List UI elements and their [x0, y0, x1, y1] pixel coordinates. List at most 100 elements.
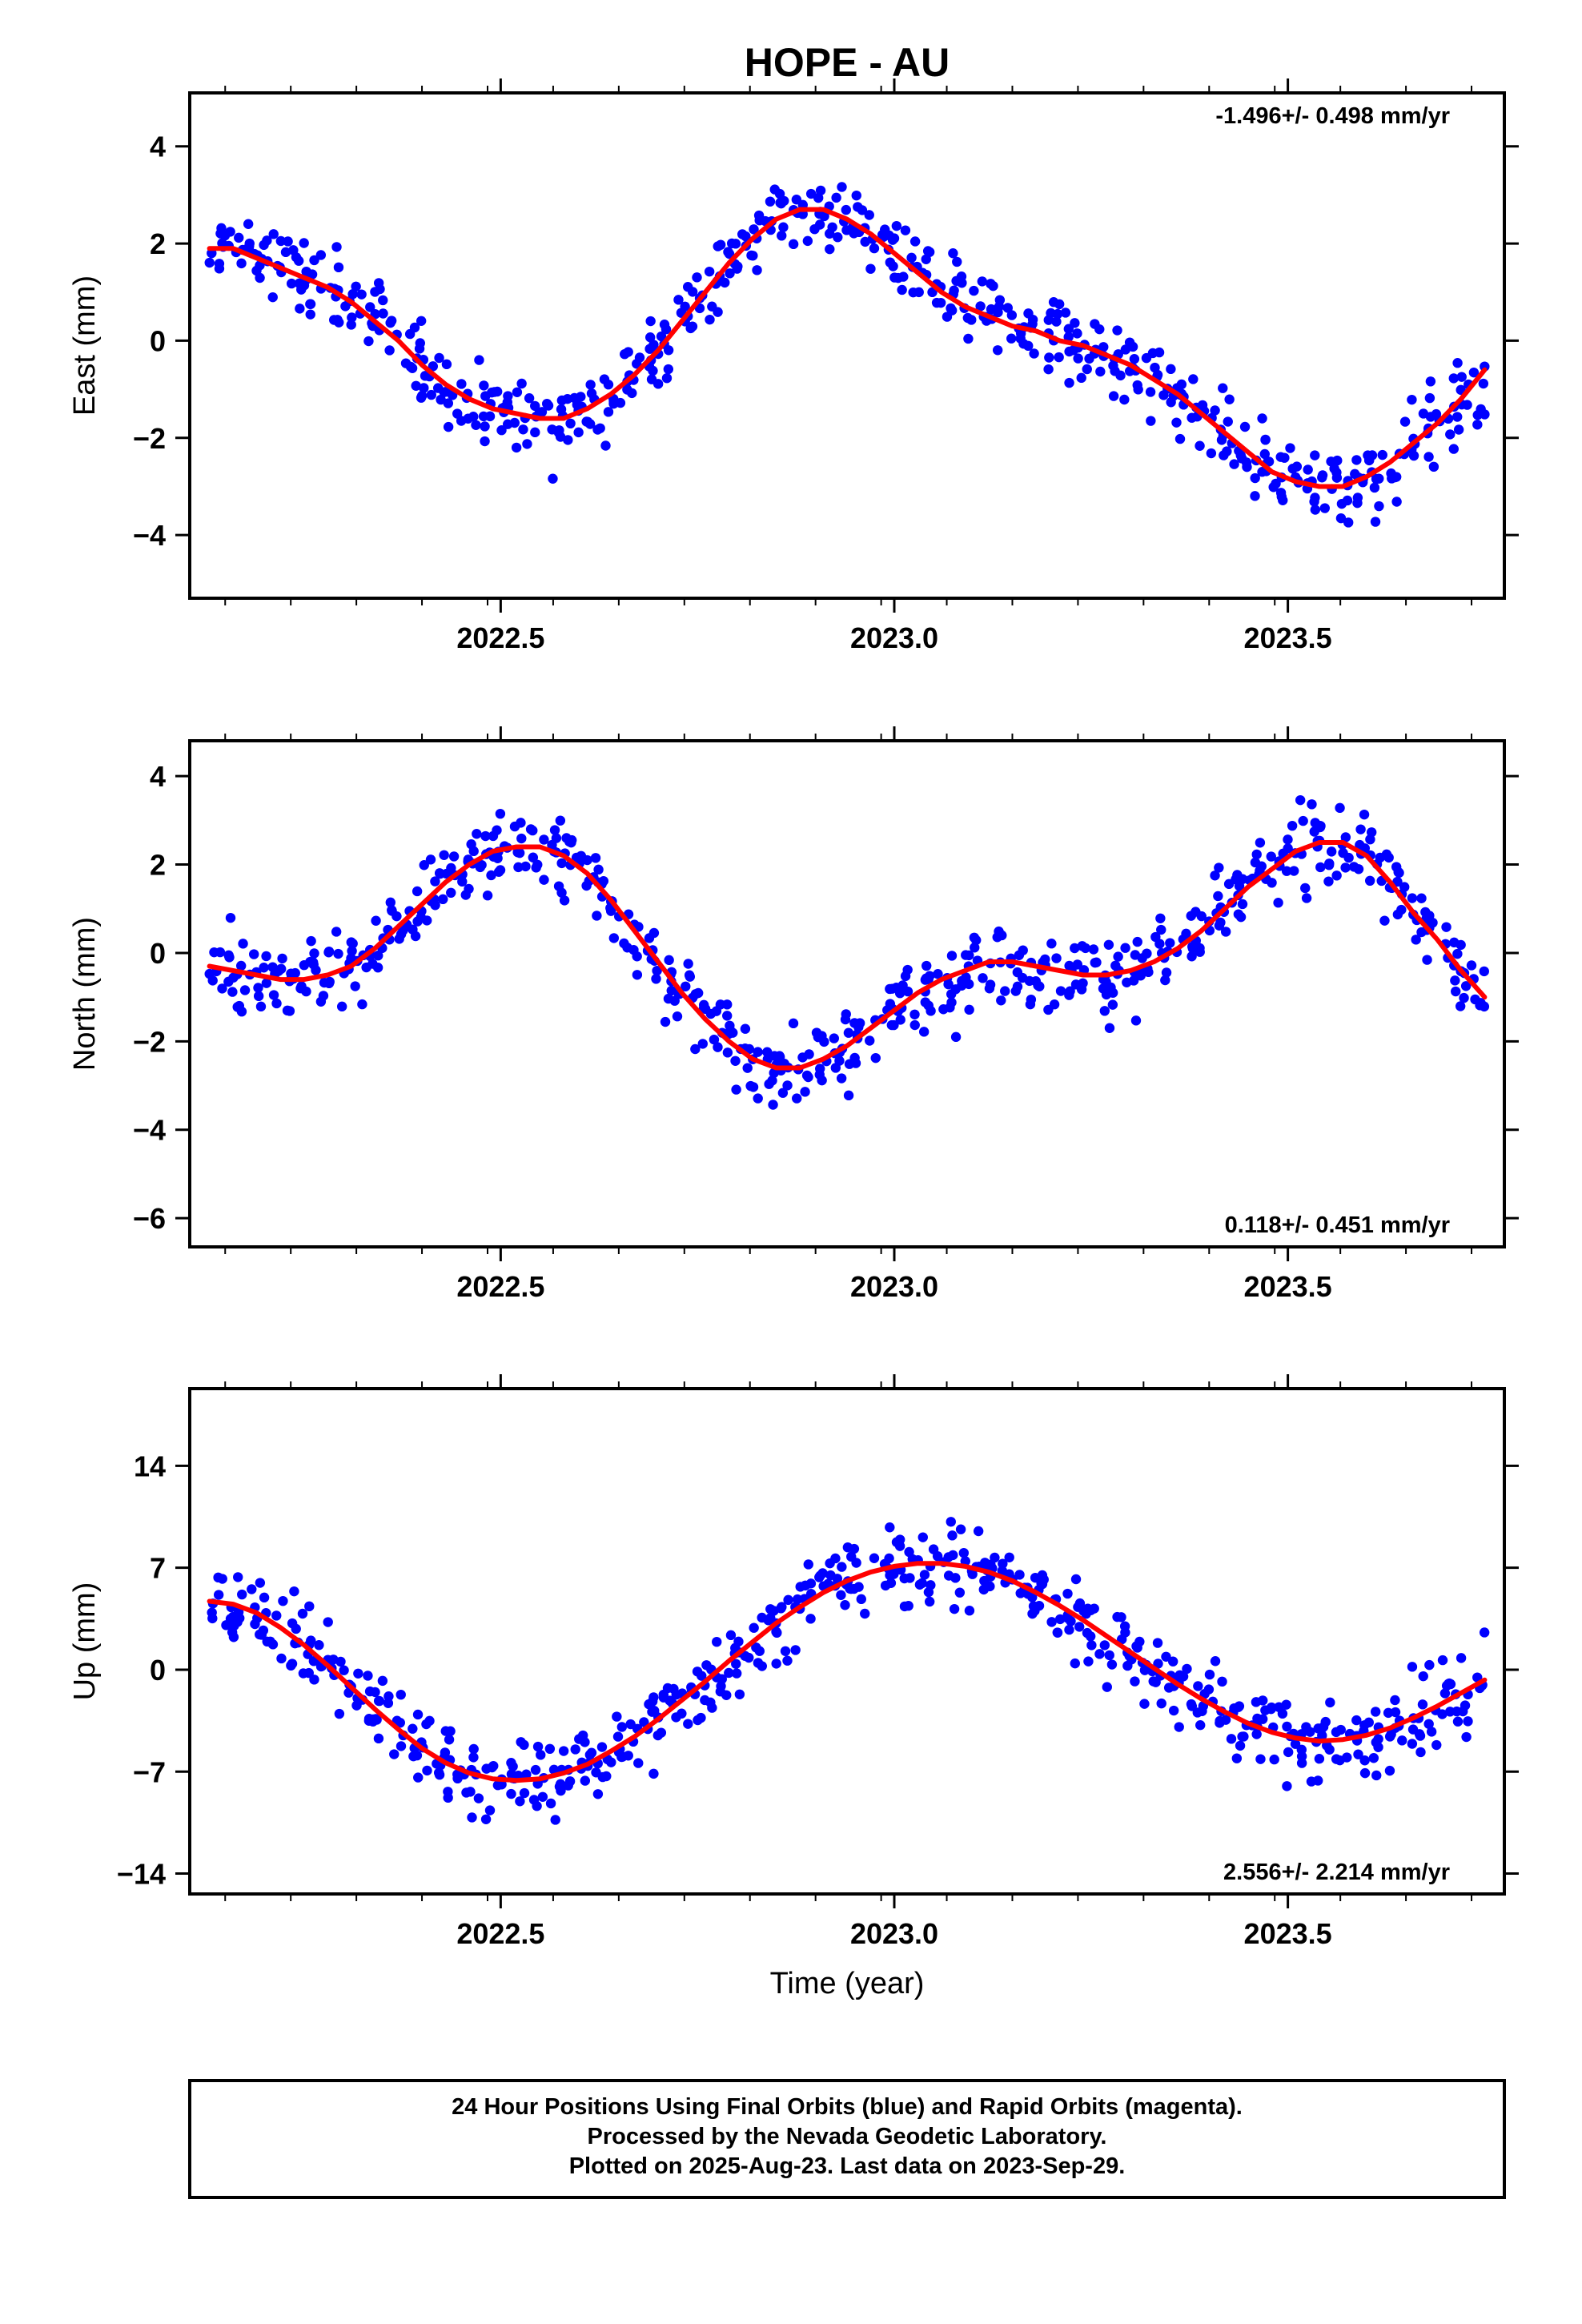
data-point	[422, 915, 432, 926]
data-point	[749, 224, 759, 235]
data-point	[465, 1787, 476, 1797]
data-point	[408, 924, 418, 935]
data-point	[1323, 876, 1334, 887]
data-point	[511, 442, 522, 453]
data-point	[419, 383, 429, 393]
data-point	[663, 364, 674, 375]
data-point	[737, 229, 748, 239]
data-point	[223, 950, 234, 961]
data-point	[1276, 492, 1287, 502]
data-point	[550, 1815, 560, 1825]
data-point	[752, 265, 762, 275]
data-point	[370, 287, 380, 297]
data-point	[480, 830, 491, 842]
data-point	[412, 1750, 423, 1761]
data-point	[363, 336, 374, 347]
data-point	[445, 1726, 456, 1736]
data-point	[420, 371, 431, 381]
data-point	[865, 263, 876, 274]
data-point	[1257, 1714, 1268, 1724]
data-point	[950, 1573, 961, 1583]
y-tick-label: 14	[134, 1449, 166, 1482]
data-point	[632, 359, 642, 369]
data-point	[909, 1009, 920, 1020]
data-point	[544, 1743, 556, 1755]
data-point	[536, 407, 548, 417]
data-point	[428, 361, 439, 372]
data-point	[1043, 315, 1054, 325]
data-point	[1452, 358, 1463, 368]
data-point	[1014, 1570, 1025, 1580]
data-point	[992, 345, 1003, 356]
data-point	[1098, 342, 1109, 352]
data-point	[721, 1690, 732, 1700]
data-point	[792, 1594, 803, 1605]
data-point	[1051, 316, 1062, 327]
data-point	[705, 1008, 717, 1019]
data-point	[582, 854, 592, 866]
data-point	[1416, 893, 1427, 903]
data-point	[841, 204, 851, 215]
data-point	[1335, 802, 1345, 814]
data-point	[777, 231, 787, 241]
data-point	[1451, 986, 1461, 997]
data-point	[891, 220, 902, 231]
data-point	[434, 352, 444, 364]
data-point	[347, 939, 358, 949]
data-point	[1090, 319, 1100, 329]
data-point	[973, 1526, 984, 1537]
data-point	[508, 1761, 518, 1771]
data-point	[748, 1082, 759, 1092]
data-point	[1127, 341, 1138, 352]
data-point	[961, 972, 971, 983]
data-point	[1283, 843, 1293, 854]
data-point	[1103, 939, 1114, 950]
data-point	[506, 1788, 516, 1799]
data-point	[1423, 1719, 1434, 1729]
data-point	[473, 1793, 484, 1803]
x-tick-label: 2023.5	[1244, 621, 1332, 654]
data-point	[1300, 883, 1311, 894]
data-point	[977, 276, 988, 287]
data-point	[373, 1733, 384, 1744]
data-point	[1110, 960, 1121, 971]
data-point	[1064, 377, 1074, 388]
data-point	[1478, 378, 1489, 389]
data-point	[651, 974, 661, 984]
data-point	[811, 1027, 822, 1038]
data-point	[305, 299, 315, 309]
data-point	[207, 1607, 217, 1618]
data-point	[1425, 376, 1436, 387]
data-point	[1452, 412, 1463, 422]
data-point	[1167, 1656, 1178, 1667]
data-point	[530, 1764, 541, 1775]
y-tick-label: 4	[150, 760, 166, 793]
data-point	[1468, 367, 1480, 378]
data-point	[244, 238, 255, 249]
data-point	[1407, 893, 1418, 903]
data-point	[683, 1719, 693, 1729]
data-point	[1078, 1606, 1089, 1616]
data-point	[1082, 364, 1092, 375]
data-point	[236, 1006, 247, 1017]
data-point	[1064, 960, 1074, 971]
data-point	[952, 256, 962, 267]
data-point	[225, 227, 235, 237]
data-point	[528, 852, 539, 862]
data-point	[661, 324, 672, 335]
data-point	[371, 915, 381, 926]
data-point	[554, 425, 564, 436]
data-point	[648, 927, 660, 939]
data-point	[730, 1055, 741, 1066]
data-point	[1411, 935, 1421, 945]
data-point	[663, 345, 674, 356]
data-point	[1210, 870, 1220, 881]
data-point	[648, 1768, 659, 1779]
y-tick-label: −2	[133, 422, 166, 455]
data-point	[1237, 899, 1248, 910]
data-point	[1391, 497, 1402, 507]
data-point	[1365, 834, 1375, 845]
data-point	[1456, 1653, 1467, 1663]
data-point	[716, 1681, 726, 1691]
data-point	[1317, 1730, 1327, 1741]
